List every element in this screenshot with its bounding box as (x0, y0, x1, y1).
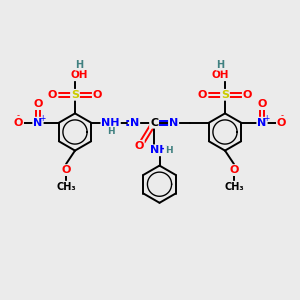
Text: H: H (165, 146, 172, 155)
Text: H: H (216, 60, 225, 70)
Text: C: C (150, 118, 158, 128)
Text: N: N (257, 118, 267, 128)
Text: -: - (17, 112, 20, 121)
Text: O: O (14, 118, 23, 128)
Text: +: + (263, 114, 269, 123)
Text: CH₃: CH₃ (56, 182, 76, 192)
Text: +: + (39, 114, 45, 123)
Text: OH: OH (71, 70, 88, 80)
Text: O: O (257, 99, 267, 109)
Text: O: O (277, 118, 286, 128)
Text: O: O (229, 165, 239, 175)
Text: O: O (93, 90, 102, 100)
Text: N: N (33, 118, 43, 128)
Text: O: O (48, 90, 57, 100)
Text: O: O (198, 90, 207, 100)
Text: NH: NH (150, 145, 169, 155)
Text: S: S (221, 90, 229, 100)
Text: O: O (134, 141, 144, 151)
Text: N: N (169, 118, 178, 128)
Text: O: O (61, 165, 71, 175)
Text: H: H (75, 60, 84, 70)
Text: CH₃: CH₃ (224, 182, 244, 192)
Text: S: S (71, 90, 79, 100)
Text: OH: OH (212, 70, 229, 80)
Text: -: - (280, 112, 283, 121)
Text: O: O (33, 99, 43, 109)
Text: O: O (243, 90, 252, 100)
Text: N: N (130, 118, 139, 128)
Text: NH: NH (101, 118, 120, 128)
Text: H: H (107, 127, 114, 136)
